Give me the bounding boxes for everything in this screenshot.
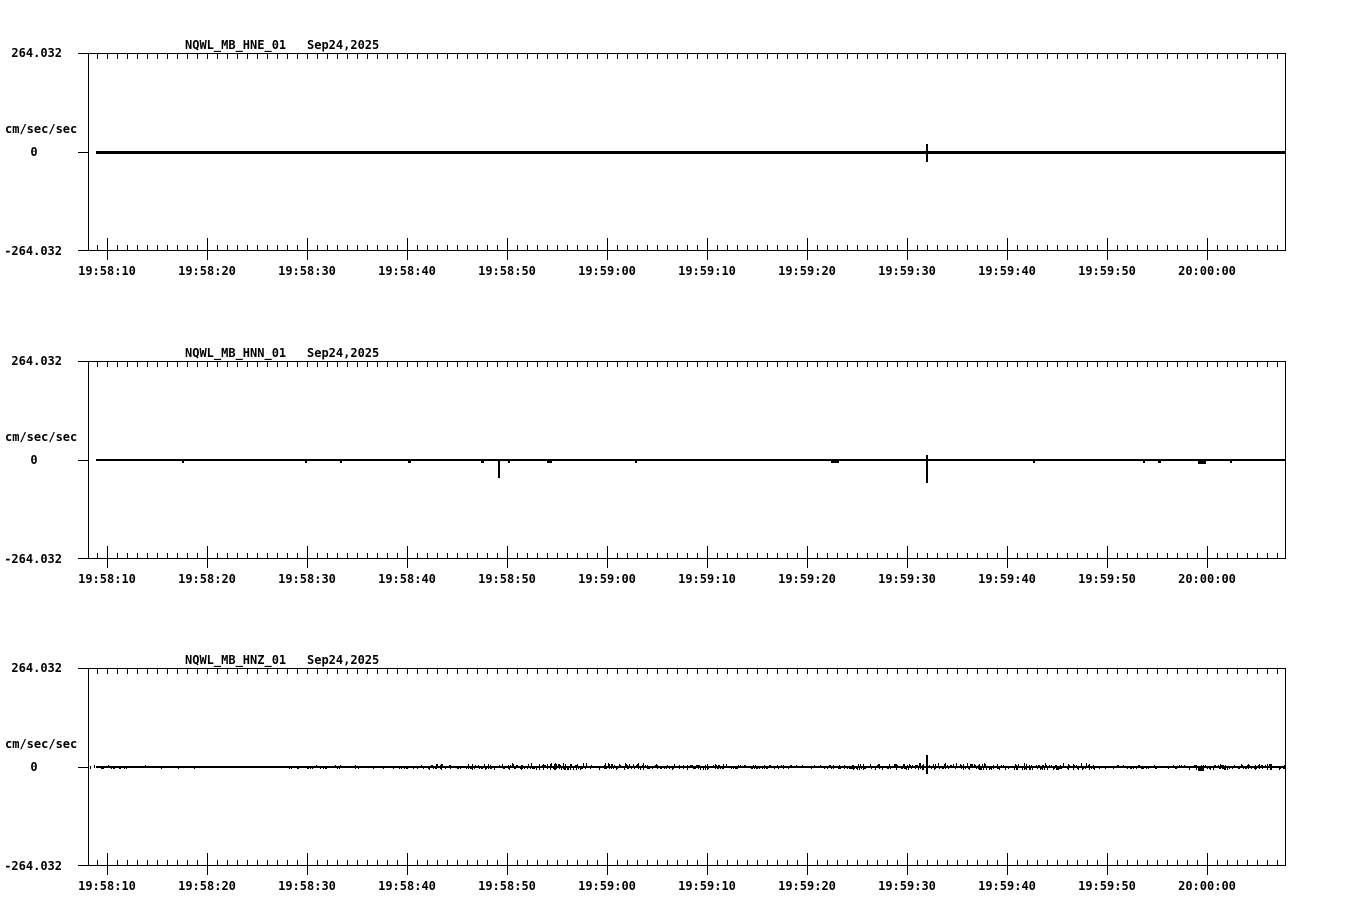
- x-tick-label: 19:58:40: [378, 879, 436, 893]
- x-tick-label: 19:58:30: [278, 264, 336, 278]
- x-axis-labels: 19:58:10 19:58:20 19:58:30 19:58:40 19:58:50…: [0, 879, 1358, 895]
- x-tick-label: 19:59:00: [578, 879, 636, 893]
- x-tick-label: 19:58:40: [378, 572, 436, 586]
- x-tick-label: 19:58:40: [378, 264, 436, 278]
- x-tick-label: 19:59:40: [978, 264, 1036, 278]
- x-tick-label: 19:59:30: [878, 264, 936, 278]
- x-tick-label: 19:59:40: [978, 879, 1036, 893]
- y-axis-max-label: 264.032: [11, 354, 62, 368]
- chart-title-date: Sep24,2025: [307, 38, 380, 52]
- x-tick-label: 19:59:40: [978, 572, 1036, 586]
- y-axis-units-label: cm/sec/sec: [5, 430, 78, 444]
- chart-title-date: Sep24,2025: [307, 346, 380, 360]
- x-tick-label: 19:58:30: [278, 879, 336, 893]
- x-tick-label: 19:59:20: [778, 879, 836, 893]
- x-tick-label: 19:59:30: [878, 879, 936, 893]
- y-axis-zero-label: 0: [30, 453, 38, 467]
- y-axis-max-label: 264.032: [11, 46, 62, 60]
- x-tick-label: 19:59:20: [778, 264, 836, 278]
- chart-title-station: NQWL_MB_HNZ_01: [185, 653, 287, 667]
- x-axis-labels: 19:58:10 19:58:20 19:58:30 19:58:40 19:58:50…: [0, 264, 1358, 280]
- x-tick-label: 19:58:20: [178, 879, 236, 893]
- waveform-plot-hne: [78, 53, 1286, 260]
- x-tick-label: 19:59:50: [1078, 264, 1136, 278]
- x-tick-label: 19:59:30: [878, 572, 936, 586]
- x-tick-label: 19:58:10: [78, 264, 136, 278]
- x-tick-label: 19:58:20: [178, 572, 236, 586]
- x-tick-label: 19:58:10: [78, 572, 136, 586]
- x-tick-label: 19:59:50: [1078, 572, 1136, 586]
- x-tick-label: 19:58:50: [478, 572, 536, 586]
- y-axis-zero-label: 0: [30, 760, 38, 774]
- x-tick-label: 19:58:50: [478, 264, 536, 278]
- x-tick-label: 19:59:10: [678, 879, 736, 893]
- x-axis-labels: 19:58:10 19:58:20 19:58:30 19:58:40 19:58:50…: [0, 572, 1358, 588]
- x-tick-label: 20:00:00: [1178, 879, 1236, 893]
- x-tick-label: 19:58:50: [478, 879, 536, 893]
- x-tick-label: 20:00:00: [1178, 264, 1236, 278]
- y-axis-max-label: 264.032: [11, 661, 62, 675]
- y-axis-units-label: cm/sec/sec: [5, 122, 78, 136]
- x-tick-label: 19:58:10: [78, 879, 136, 893]
- chart-title-station: NQWL_MB_HNN_01: [185, 346, 287, 360]
- x-tick-label: 19:59:20: [778, 572, 836, 586]
- chart-title-station: NQWL_MB_HNE_01: [185, 38, 287, 52]
- waveform-plot-hnz: [78, 668, 1286, 875]
- x-tick-label: 19:59:10: [678, 264, 736, 278]
- chart-title-date: Sep24,2025: [307, 653, 380, 667]
- x-tick-label: 19:59:10: [678, 572, 736, 586]
- y-axis-min-label: -264.032: [4, 552, 62, 566]
- waveform-plot-hnn: [78, 361, 1286, 568]
- y-axis-min-label: -264.032: [4, 244, 62, 258]
- x-tick-label: 19:58:20: [178, 264, 236, 278]
- x-tick-label: 19:59:00: [578, 572, 636, 586]
- x-tick-label: 20:00:00: [1178, 572, 1236, 586]
- y-axis-zero-label: 0: [30, 145, 38, 159]
- y-axis-units-label: cm/sec/sec: [5, 737, 78, 751]
- x-tick-label: 19:58:30: [278, 572, 336, 586]
- y-axis-min-label: -264.032: [4, 859, 62, 873]
- x-tick-label: 19:59:50: [1078, 879, 1136, 893]
- x-tick-label: 19:59:00: [578, 264, 636, 278]
